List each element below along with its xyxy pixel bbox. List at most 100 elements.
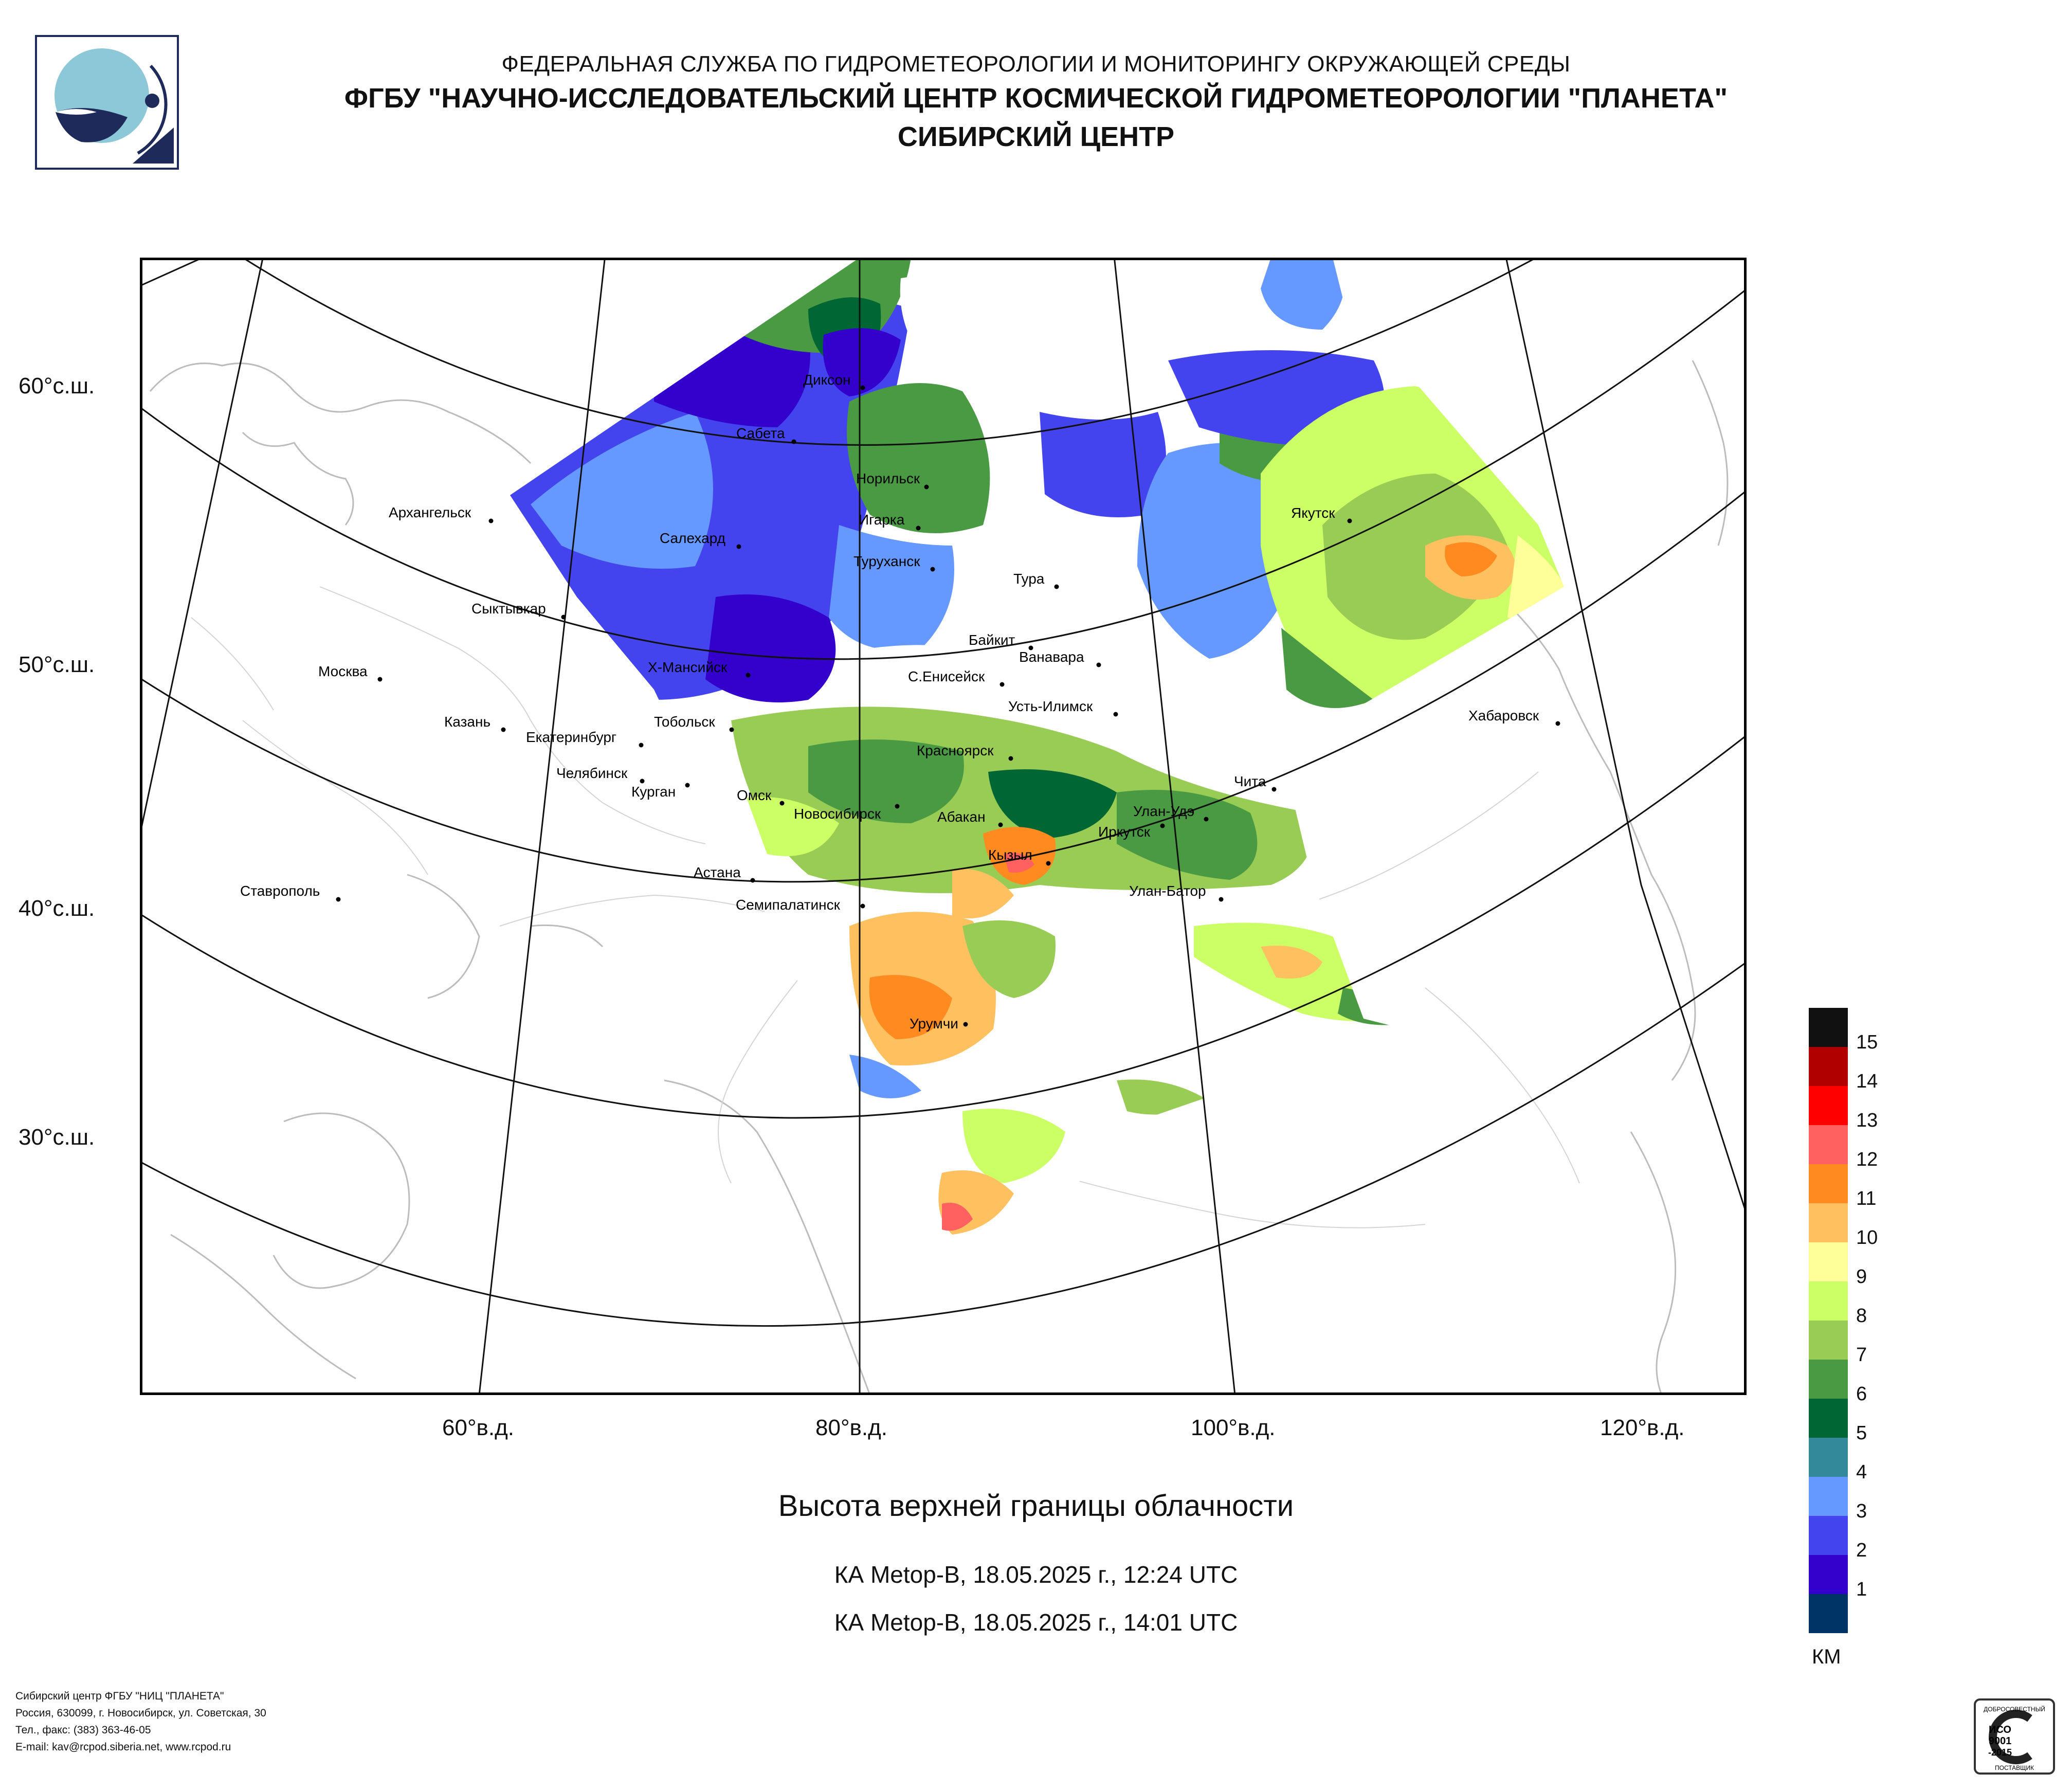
svg-text:Архангельск: Архангельск — [389, 504, 471, 520]
city-kazan: Казань — [444, 714, 506, 732]
svg-text:Туруханск: Туруханск — [853, 553, 920, 569]
planeta-logo — [35, 35, 179, 170]
svg-text:ПОСТАВЩИК: ПОСТАВЩИК — [1995, 1764, 2034, 1771]
svg-text:Иркутск: Иркутск — [1098, 824, 1151, 840]
legend-label: 15 — [1856, 1032, 1878, 1053]
legend-swatch: 1 — [1809, 1555, 1867, 1600]
map-frame — [140, 258, 1747, 1395]
city-salekhard: Салехард — [660, 530, 741, 549]
svg-text:Омск: Омск — [737, 787, 772, 803]
svg-text:Новосибирск: Новосибирск — [794, 806, 881, 822]
graticule — [140, 258, 1747, 1395]
svg-text:Якутск: Якутск — [1291, 505, 1335, 521]
legend-swatch: 6 — [1809, 1360, 1867, 1405]
legend-label: 8 — [1856, 1305, 1867, 1327]
footer-address: Россия, 630099, г. Новосибирск, ул. Сове… — [15, 1707, 266, 1719]
svg-text:Тобольск: Тобольск — [654, 714, 715, 730]
legend-swatch: 10 — [1809, 1203, 1878, 1249]
city-tobolsk: Тобольск — [654, 714, 734, 732]
svg-text:-2015: -2015 — [1988, 1747, 2012, 1758]
legend-swatch: 13 — [1809, 1086, 1878, 1131]
svg-text:Абакан: Абакан — [937, 809, 986, 825]
lon-label-80: 80°в.д. — [815, 1415, 888, 1440]
legend-label: 10 — [1856, 1227, 1878, 1249]
footer-contacts: Сибирский центр ФГБУ "НИЦ "ПЛАНЕТА" Росс… — [15, 1688, 266, 1756]
legend-swatch — [1809, 1594, 1848, 1633]
legend-label: 11 — [1856, 1188, 1877, 1209]
legend-label: 12 — [1856, 1149, 1878, 1170]
city-chelyabinsk: Челябинск — [556, 765, 645, 784]
city-ust-ilimsk: Усть-Илимск — [1008, 698, 1118, 717]
legend-swatch: 11 — [1809, 1164, 1876, 1209]
city-khmansiysk: Х-Мансийск — [648, 659, 751, 678]
legend-unit: КМ — [1812, 1645, 1841, 1668]
lon-label-120: 120°в.д. — [1600, 1415, 1685, 1440]
svg-text:С.Енисейск: С.Енисейск — [908, 668, 985, 684]
city-sabeta: Сабета — [736, 425, 796, 444]
center-name: СИБИРСКИЙ ЦЕНТР — [897, 121, 1175, 152]
city-tura: Тура — [1013, 571, 1059, 589]
lat-label-50: 50°с.ш. — [19, 652, 95, 677]
lat-label-60: 60°с.ш. — [19, 373, 95, 399]
svg-text:Чита: Чита — [1234, 773, 1266, 789]
legend-swatch: 4 — [1809, 1438, 1867, 1483]
svg-text:Кызыл: Кызыл — [988, 847, 1032, 863]
legend-swatch: 14 — [1809, 1047, 1878, 1092]
svg-text:Улан-Удэ: Улан-Удэ — [1133, 803, 1194, 819]
legend-label: 6 — [1856, 1383, 1867, 1405]
legend-swatch: 8 — [1809, 1281, 1867, 1327]
city-omsk: Омск — [737, 787, 785, 806]
svg-text:ДОБРОСОВЕСТНЫЙ: ДОБРОСОВЕСТНЫЙ — [1984, 1705, 2045, 1713]
city-chita: Чита — [1234, 773, 1277, 792]
city-baykit: Байкит — [969, 632, 1033, 650]
svg-text:Норильск: Норильск — [856, 471, 920, 486]
city-kyzyl: Кызыл — [988, 847, 1051, 866]
city-irkutsk: Иркутск — [1098, 823, 1165, 840]
legend-swatch: 5 — [1809, 1399, 1867, 1444]
city-semipalatinsk: Семипалатинск — [736, 897, 865, 913]
city-yakutsk: Якутск — [1291, 505, 1352, 523]
height-legend: 15 14 13 12 11 10 9 8 7 6 5 4 3 2 1 — [1809, 1008, 1878, 1633]
svg-text:Семипалатинск: Семипалатинск — [736, 897, 841, 913]
footer-org: Сибирский центр ФГБУ "НИЦ "ПЛАНЕТА" — [15, 1690, 224, 1702]
city-urumqi: Урумчи — [910, 1016, 968, 1032]
city-s-eniseysk: С.Енисейск — [908, 668, 1005, 687]
svg-text:Ставрополь: Ставрополь — [240, 883, 320, 899]
city-ulan-bator: Улан-Батор — [1129, 883, 1224, 902]
legend-swatch: 2 — [1809, 1516, 1867, 1561]
svg-text:Игарка: Игарка — [859, 512, 905, 528]
svg-text:Екатеринбург: Екатеринбург — [526, 729, 616, 745]
institution-name: ФГБУ "НАУЧНО-ИССЛЕДОВАТЕЛЬСКИЙ ЦЕНТР КОС… — [344, 83, 1728, 114]
city-dikson: Диксон — [803, 372, 865, 390]
svg-text:ИСО: ИСО — [1989, 1724, 2011, 1735]
lat-label-40: 40°с.ш. — [19, 896, 95, 921]
city-moscow: Москва — [318, 663, 383, 682]
svg-text:Тура: Тура — [1013, 571, 1045, 587]
legend-swatch: 12 — [1809, 1125, 1878, 1170]
lon-label-60: 60°в.д. — [442, 1415, 515, 1440]
svg-text:Усть-Илимск: Усть-Илимск — [1008, 698, 1093, 714]
svg-text:Сабета: Сабета — [736, 425, 785, 441]
map-title: Высота верхней границы облачности — [778, 1489, 1294, 1523]
satellite-pass-1: КА Metop-B, 18.05.2025 г., 12:24 UTC — [834, 1561, 1238, 1588]
svg-text:Курган: Курган — [631, 784, 676, 800]
city-krasnoyarsk: Красноярск — [917, 743, 1013, 761]
svg-text:Х-Мансийск: Х-Мансийск — [648, 659, 728, 675]
city-ekaterinburg: Екатеринбург — [526, 729, 644, 748]
svg-text:Астана: Астана — [694, 864, 741, 880]
city-khabarovsk: Хабаровск — [1468, 708, 1560, 726]
svg-text:9001: 9001 — [1989, 1735, 2012, 1747]
svg-text:Диксон: Диксон — [803, 372, 851, 388]
footer-phone: Тел., факс: (383) 363-46-05 — [15, 1724, 151, 1736]
iso-badge: ДОБРОСОВЕСТНЫЙ ИСО 9001 -2015 ПОСТАВЩИК — [1974, 1698, 2055, 1775]
footer-email: E-mail: kav@rcpod.siberia.net, www.rcpod… — [15, 1741, 231, 1753]
city-arkhangelsk: Архангельск — [389, 504, 494, 523]
city-syktyvkar: Сыктывкар — [471, 601, 566, 620]
city-igarka: Игарка — [859, 512, 921, 531]
legend-swatch: 7 — [1809, 1320, 1867, 1366]
svg-text:Байкит: Байкит — [969, 632, 1015, 648]
legend-label: 7 — [1856, 1344, 1867, 1366]
agency-name: ФЕДЕРАЛЬНАЯ СЛУЖБА ПО ГИДРОМЕТЕОРОЛОГИИ … — [501, 51, 1571, 77]
legend-swatch: 15 — [1809, 1008, 1878, 1053]
svg-text:Сыктывкар: Сыктывкар — [471, 601, 546, 617]
